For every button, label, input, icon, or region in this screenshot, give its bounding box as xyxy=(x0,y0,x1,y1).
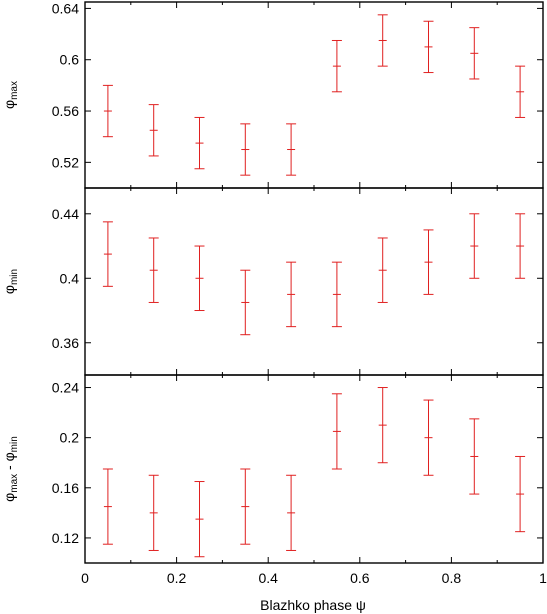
x-tick-label: 0.4 xyxy=(258,570,278,586)
data-point xyxy=(331,393,342,470)
y-tick-label: 0.2 xyxy=(60,430,80,446)
data-point xyxy=(515,213,526,279)
data-point xyxy=(377,14,388,67)
data-point xyxy=(102,221,113,287)
data-point xyxy=(286,123,297,176)
data-point xyxy=(469,27,480,80)
x-tick-label: 0.8 xyxy=(442,570,462,586)
x-tick-label: 1 xyxy=(539,570,547,586)
data-point xyxy=(515,65,526,118)
x-tick-label: 0.2 xyxy=(167,570,187,586)
panel-3: 0.12 0.16 0.2 0.24 φmax - φmin xyxy=(1,374,544,564)
x-tick-label: 0 xyxy=(81,570,89,586)
data-point xyxy=(194,245,205,312)
y-tick-label: 0.6 xyxy=(60,52,80,68)
data-point xyxy=(240,269,251,336)
x-tick-label: 0.6 xyxy=(350,570,370,586)
y-axis-label: φmax - φmin xyxy=(1,436,20,502)
y-tick-label: 0.24 xyxy=(52,380,79,396)
data-point xyxy=(240,123,251,176)
y-axis-label: φmin xyxy=(1,269,20,294)
y-tick-label: 0.44 xyxy=(52,206,79,222)
data-point xyxy=(423,399,434,476)
data-point xyxy=(286,261,297,328)
data-point xyxy=(469,213,480,279)
panel-1: 0.52 0.56 0.6 0.64 φmax xyxy=(1,0,544,189)
y-axis-label-text: φ xyxy=(1,100,17,109)
data-point xyxy=(148,474,159,551)
data-point xyxy=(102,468,113,545)
y-tick-label: 0.12 xyxy=(52,530,79,546)
y-axis-label-text: - φ xyxy=(1,452,17,474)
data-point xyxy=(423,20,434,74)
y-axis-label-subscript: max xyxy=(9,81,20,100)
y-tick-label: 0.36 xyxy=(52,335,79,351)
y-tick-label: 0.4 xyxy=(60,270,80,286)
y-axis-label: φmax xyxy=(1,81,20,109)
data-point xyxy=(148,104,159,157)
y-axis-label-subscript: min xyxy=(9,436,20,452)
data-point xyxy=(377,387,388,464)
data-point xyxy=(331,39,342,93)
y-axis-label-text: φ xyxy=(1,493,17,502)
y-tick-label: 0.52 xyxy=(52,154,79,170)
data-point xyxy=(240,468,251,545)
x-axis-label: Blazhko phase ψ xyxy=(260,597,366,613)
y-tick-label: 0.56 xyxy=(52,103,79,119)
data-point xyxy=(286,474,297,551)
data-point xyxy=(377,237,388,303)
data-point xyxy=(194,481,205,558)
data-point xyxy=(423,229,434,295)
data-point xyxy=(331,261,342,328)
data-point xyxy=(194,116,205,170)
data-point xyxy=(102,84,113,138)
y-axis-label-text: φ xyxy=(1,285,17,294)
data-point xyxy=(515,455,526,533)
y-tick-label: 0.64 xyxy=(52,0,79,16)
data-point xyxy=(469,418,480,495)
y-axis-label-subscript: min xyxy=(9,269,20,285)
y-tick-label: 0.16 xyxy=(52,480,79,496)
data-point xyxy=(148,237,159,303)
y-axis-label-subscript: max xyxy=(9,474,20,493)
panel-2: 0.36 0.4 0.44 φmin xyxy=(1,187,544,376)
